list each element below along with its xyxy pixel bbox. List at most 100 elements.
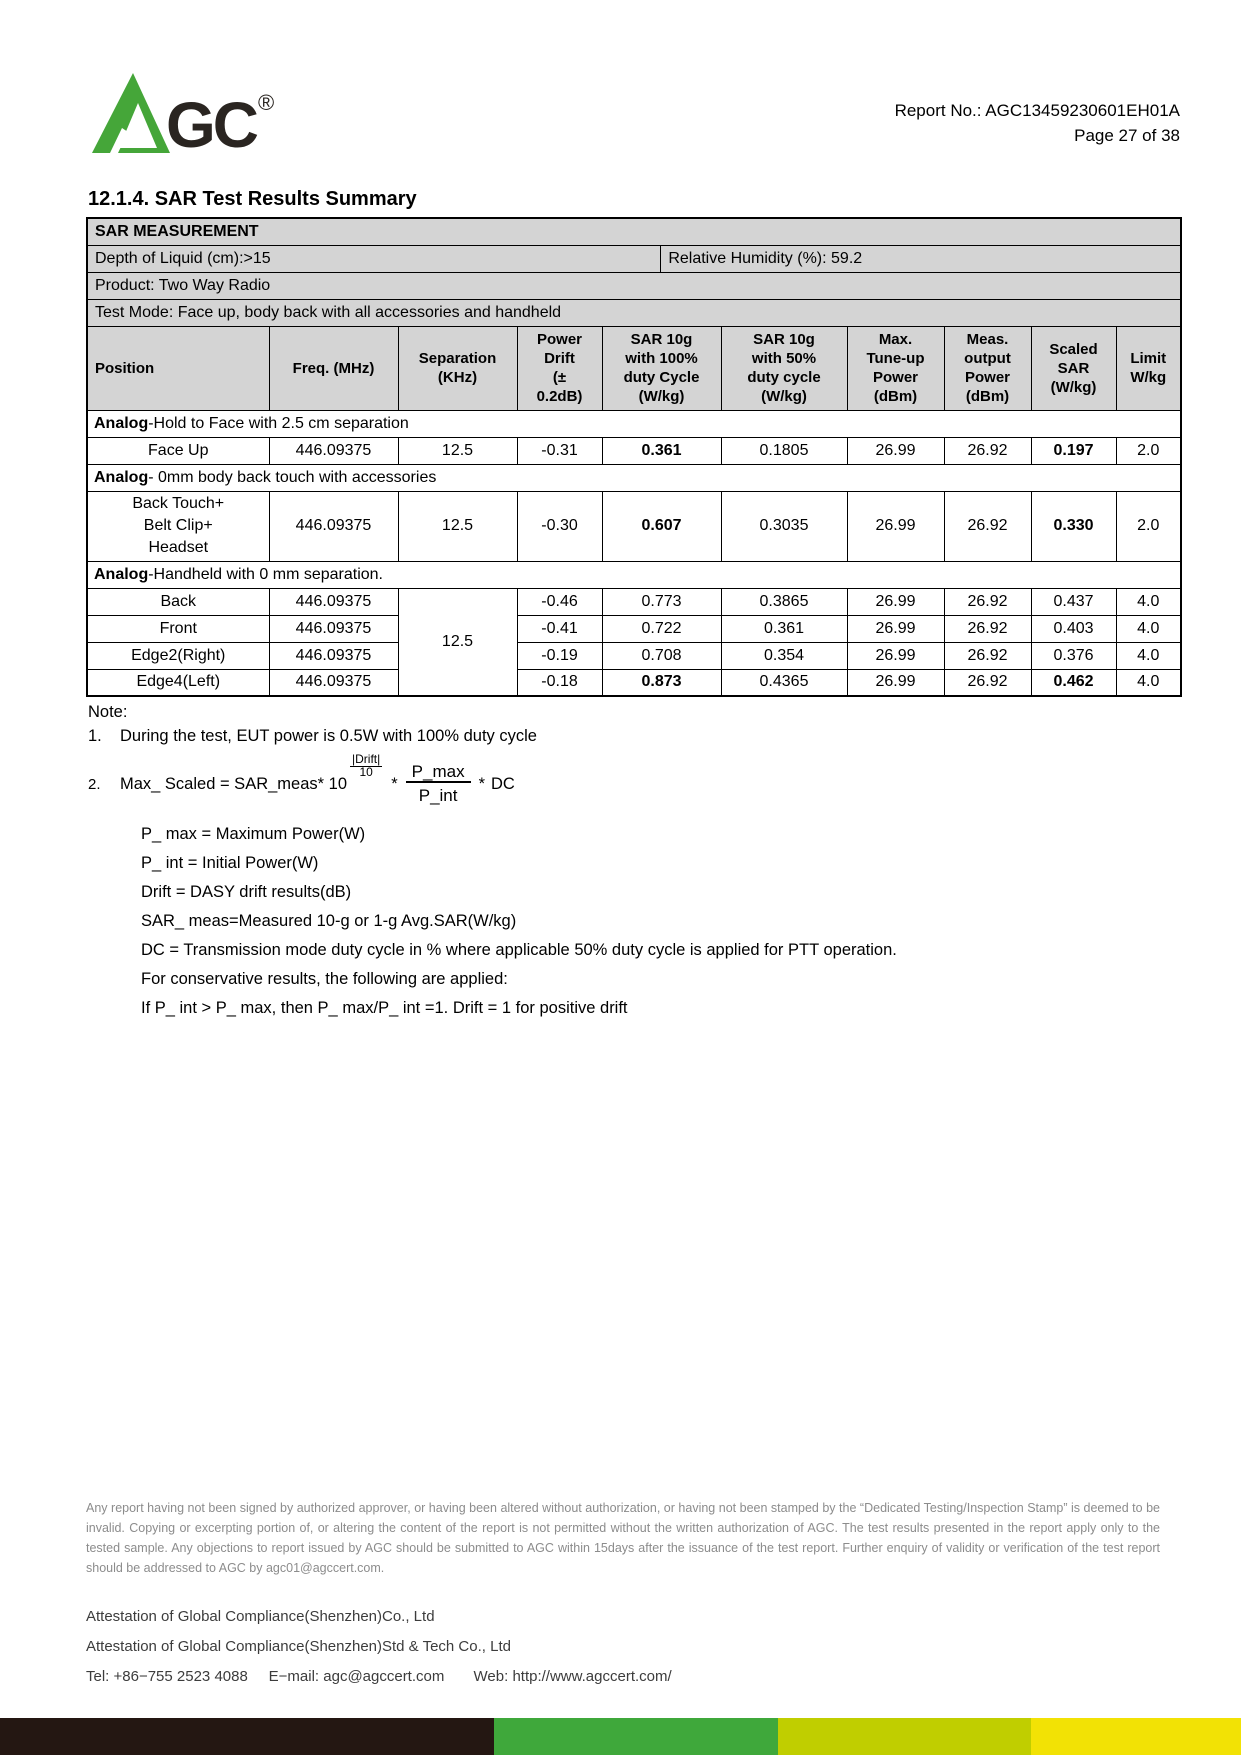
formula-exponent: |Drift| 10 — [350, 752, 383, 779]
notes-label: Note: — [88, 703, 128, 721]
section-label: Analog-Hold to Face with 2.5 cm separati… — [86, 409, 1182, 438]
cell-limit: 2.0 — [1115, 436, 1182, 465]
logo-text: GC — [166, 89, 259, 162]
cell-max-tuneup: 26.99 — [846, 436, 945, 465]
color-bar-segment-black — [0, 1718, 494, 1755]
cell-limit: 4.0 — [1115, 587, 1182, 616]
cell-max-tuneup: 26.99 — [846, 614, 945, 643]
table-row-front: Front 446.09375 -0.41 0.722 0.361 26.99 … — [86, 614, 1182, 643]
report-header-info: Report No.: AGC13459230601EH01A Page 27 … — [895, 98, 1180, 148]
table-row: SAR MEASUREMENT — [86, 217, 1182, 246]
color-bar-segment-yellowgreen — [778, 1718, 1032, 1755]
note-2: 2. Max_ Scaled = SAR_meas* 10 |Drift| 10… — [86, 752, 1180, 808]
cell-power-drift: -0.31 — [516, 436, 603, 465]
table-row-face-up: Face Up 446.09375 12.5 -0.31 0.361 0.180… — [86, 436, 1182, 465]
cell-sar-50: 0.3035 — [720, 490, 848, 562]
section-label-bold: Analog — [94, 414, 149, 432]
section-label: Analog-Handheld with 0 mm separation. — [86, 560, 1182, 589]
cell-sar-100: 0.361 — [601, 436, 722, 465]
col-sar-100: SAR 10g with 100% duty Cycle (W/kg) — [601, 325, 722, 411]
cell-sar-50: 0.354 — [720, 641, 848, 670]
cell-freq: 446.09375 — [268, 668, 399, 697]
col-meas-output: Meas. output Power (dBm) — [943, 325, 1032, 411]
formula-definitions: P_ max = Maximum Power(W) P_ int = Initi… — [141, 820, 1180, 1023]
formula-lhs: Max_ Scaled = SAR_meas* 10 — [120, 774, 347, 793]
definition-line: SAR_ meas=Measured 10-g or 1-g Avg.SAR(W… — [141, 912, 517, 930]
formula-frac-numerator: P_max — [405, 762, 471, 783]
color-bar-segment-green — [493, 1718, 779, 1755]
cell-meas-output: 26.92 — [943, 668, 1032, 697]
cell-sar-100: 0.773 — [601, 587, 722, 616]
cell-scaled-sar: 0.403 — [1030, 614, 1117, 643]
formula-rhs: DC — [491, 774, 515, 793]
cell-limit: 2.0 — [1115, 490, 1182, 562]
depth-of-liquid: Depth of Liquid (cm):>15 — [88, 246, 662, 271]
section-label-rest: -Hold to Face with 2.5 cm separation — [148, 414, 409, 432]
cell-sar-50: 0.4365 — [720, 668, 848, 697]
note-1-number: 1. — [88, 727, 102, 745]
agc-triangle-icon — [92, 73, 170, 153]
cell-meas-output: 26.92 — [943, 587, 1032, 616]
cell-limit: 4.0 — [1115, 668, 1182, 697]
cell-sar-100: 0.873 — [601, 668, 722, 697]
cell-scaled-sar: 0.330 — [1030, 490, 1117, 562]
cell-sar-50: 0.361 — [720, 614, 848, 643]
relative-humidity: Relative Humidity (%): 59.2 — [668, 249, 863, 267]
cell-position: Back — [86, 587, 270, 616]
registered-trademark-icon: ® — [258, 90, 275, 115]
company-block: Attestation of Global Compliance(Shenzhe… — [86, 1602, 1160, 1692]
cell-scaled-sar: 0.437 — [1030, 587, 1117, 616]
cell-max-tuneup: 26.99 — [846, 668, 945, 697]
cell-power-drift: -0.30 — [516, 490, 603, 562]
table-row-edge2: Edge2(Right) 446.09375 -0.19 0.708 0.354… — [86, 641, 1182, 670]
section-label-bold: Analog — [94, 565, 149, 583]
table-row: Test Mode: Face up, body back with all a… — [86, 298, 1182, 327]
cell-sar-50: 0.1805 — [720, 436, 848, 465]
cell-freq: 446.09375 — [268, 614, 399, 643]
measurement-header-cell: SAR MEASUREMENT — [86, 217, 1182, 246]
agc-logo: GC ® — [88, 70, 275, 162]
col-power-drift: Power Drift (± 0.2dB) — [516, 325, 603, 411]
cell-freq: 446.09375 — [268, 490, 399, 562]
test-mode-cell: Test Mode: Face up, body back with all a… — [86, 298, 1182, 327]
cell-position: Back Touch+ Belt Clip+ Headset — [86, 490, 270, 562]
table-row-back: Back 446.09375 12.5 -0.46 0.773 0.3865 2… — [86, 587, 1182, 697]
sar-results-table: SAR MEASUREMENT Depth of Liquid (cm):>15… — [86, 217, 1183, 697]
col-sar-50: SAR 10g with 50% duty cycle (W/kg) — [720, 325, 848, 411]
column-header-row: Position Freq. (MHz) Separation (KHz) Po… — [86, 325, 1182, 411]
page-footer: Any report having not been signed by aut… — [86, 1498, 1160, 1692]
table-row-edge4: Edge4(Left) 446.09375 -0.18 0.873 0.4365… — [86, 668, 1182, 697]
cell-separation: 12.5 — [397, 490, 518, 562]
formula-multiply: * — [391, 774, 398, 793]
cell-power-drift: -0.19 — [516, 641, 603, 670]
cell-position: Front — [86, 614, 270, 643]
company-name-1: Attestation of Global Compliance(Shenzhe… — [86, 1608, 435, 1625]
col-freq: Freq. (MHz) — [268, 325, 399, 411]
disclaimer-text: Any report having not been signed by aut… — [86, 1501, 1160, 1575]
cell-position: Face Up — [86, 436, 270, 465]
table-row: Product: Two Way Radio — [86, 271, 1182, 300]
cell-max-tuneup: 26.99 — [846, 490, 945, 562]
formula-multiply: * — [478, 774, 485, 793]
cell-max-tuneup: 26.99 — [846, 587, 945, 616]
cell-meas-output: 26.92 — [943, 436, 1032, 465]
col-position: Position — [86, 325, 270, 411]
cell-max-tuneup: 26.99 — [846, 641, 945, 670]
cell-position: Edge2(Right) — [86, 641, 270, 670]
table-row: Depth of Liquid (cm):>15 Relative Humidi… — [86, 244, 1182, 273]
cell-separation-merged: 12.5 — [397, 587, 518, 697]
cell-scaled-sar: 0.376 — [1030, 641, 1117, 670]
section-row-body-back: Analog- 0mm body back touch with accesso… — [86, 463, 1182, 492]
formula-frac-denominator: P_int — [418, 786, 458, 805]
color-bar-segment-yellow — [1031, 1718, 1241, 1755]
formula-fraction: P_max P_int — [405, 760, 471, 808]
cell-limit: 4.0 — [1115, 614, 1182, 643]
notes-block: Note: 1. During the test, EUT power is 0… — [86, 703, 1180, 1023]
definition-line: For conservative results, the following … — [141, 970, 508, 988]
page-header: GC ® Report No.: AGC13459230601EH01A Pag… — [86, 62, 1180, 174]
cell-power-drift: -0.46 — [516, 587, 603, 616]
definition-line: P_ int = Initial Power(W) — [141, 854, 319, 872]
cell-meas-output: 26.92 — [943, 614, 1032, 643]
cell-separation: 12.5 — [397, 436, 518, 465]
